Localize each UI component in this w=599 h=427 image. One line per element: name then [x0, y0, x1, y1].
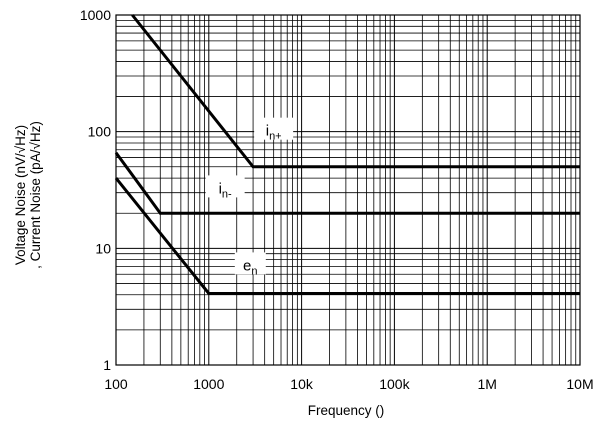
y-tick-label: 1000	[80, 7, 111, 23]
y-tick-label: 10	[95, 240, 111, 256]
series-label-main: e	[243, 257, 251, 274]
series-label-subscript: n+	[269, 131, 282, 143]
x-tick-label: 100	[104, 376, 128, 392]
plot-border	[115, 14, 581, 366]
series-label-en: en	[243, 257, 257, 277]
x-tick-label: 1000	[193, 376, 224, 392]
series-label-background	[254, 117, 294, 140]
series-layer: in+in-en	[114, 14, 580, 295]
series-label-background	[205, 175, 245, 198]
plot-frame	[115, 14, 581, 366]
series-label-background	[234, 252, 266, 275]
series-label-main: i	[219, 180, 222, 197]
series-label-in-: in-	[219, 180, 232, 200]
x-axis-title: Frequency ()	[308, 403, 385, 418]
y-axis-title-line-2: , Current Noise (pA/√Hz)	[28, 121, 43, 269]
y-tick-label: 100	[88, 124, 112, 140]
series-line-en	[114, 177, 580, 295]
series-label-subscript: n-	[222, 188, 232, 200]
series-label-subscript: n	[251, 265, 257, 277]
y-tick-label: 1	[103, 357, 111, 373]
series-label-main: i	[266, 123, 269, 140]
y-axis-title-line-1: Voltage Noise (nV/√Hz)	[13, 125, 28, 265]
x-tick-label: 100k	[379, 376, 410, 392]
tick-labels: 100 1000 10k 100k 1M 10M 1 10 100 1000	[80, 7, 594, 392]
series-line-in+	[131, 14, 580, 169]
series-label-in+: in+	[266, 123, 282, 143]
x-tick-label: 1M	[477, 376, 496, 392]
x-tick-label: 10k	[290, 376, 314, 392]
series-line-in-	[114, 151, 580, 215]
x-tick-label: 10M	[566, 376, 593, 392]
